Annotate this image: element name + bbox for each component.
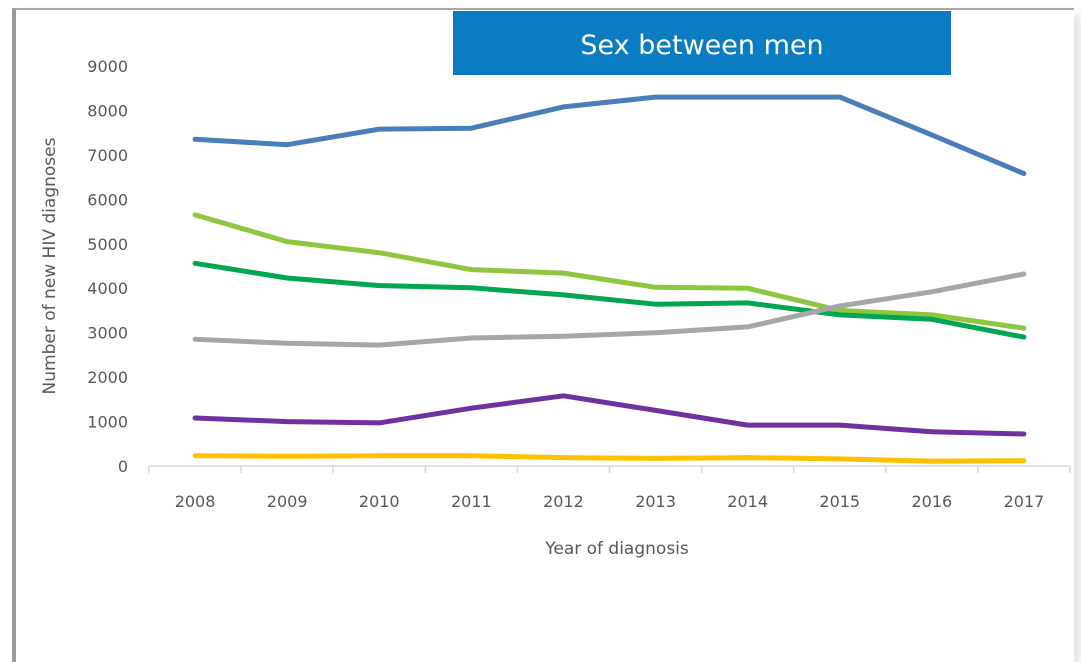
series-line [192,271,1027,348]
x-tick-label: 2013 [635,492,676,511]
x-axis: 2008 2009 2010 2011 2012 2013 2014 2015 2016 2017 [148,465,1071,511]
series-line [192,94,1027,177]
series-line [192,260,1027,340]
x-tick-label: 2016 [911,492,952,511]
series-line [192,393,1027,437]
y-tick-label: 7000 [87,146,128,165]
x-tick-label: 2009 [267,492,308,511]
chart-title-banner [453,11,951,75]
y-tick-label: 0 [118,457,128,476]
y-tick-label: 9000 [87,57,128,76]
y-tick-label: 4000 [87,279,128,298]
y-tick-label: 3000 [87,324,128,343]
y-tick-label: 5000 [87,235,128,254]
y-tick-label: 8000 [87,101,128,120]
x-tick-label: 2014 [727,492,768,511]
y-tick-label: 1000 [87,413,128,432]
series-line [192,453,1027,464]
chart-title: Sex between men [580,30,823,61]
series-lines [192,94,1027,464]
y-axis-ticks: 0 1000 2000 3000 4000 5000 6000 7000 8000 9000 [87,57,128,476]
y-axis-title: Number of new HIV diagnoses [40,137,60,394]
x-tick-label: 2012 [543,492,584,511]
y-tick-label: 2000 [87,368,128,387]
series-line [192,212,1027,331]
x-tick-label: 2011 [451,492,492,511]
x-tick-label: 2008 [175,492,216,511]
x-tick-label: 2017 [1004,492,1045,511]
x-tick-label: 2015 [819,492,860,511]
x-tick-label: 2010 [359,492,400,511]
y-tick-label: 6000 [87,190,128,209]
x-axis-title: Year of diagnosis [544,539,689,559]
